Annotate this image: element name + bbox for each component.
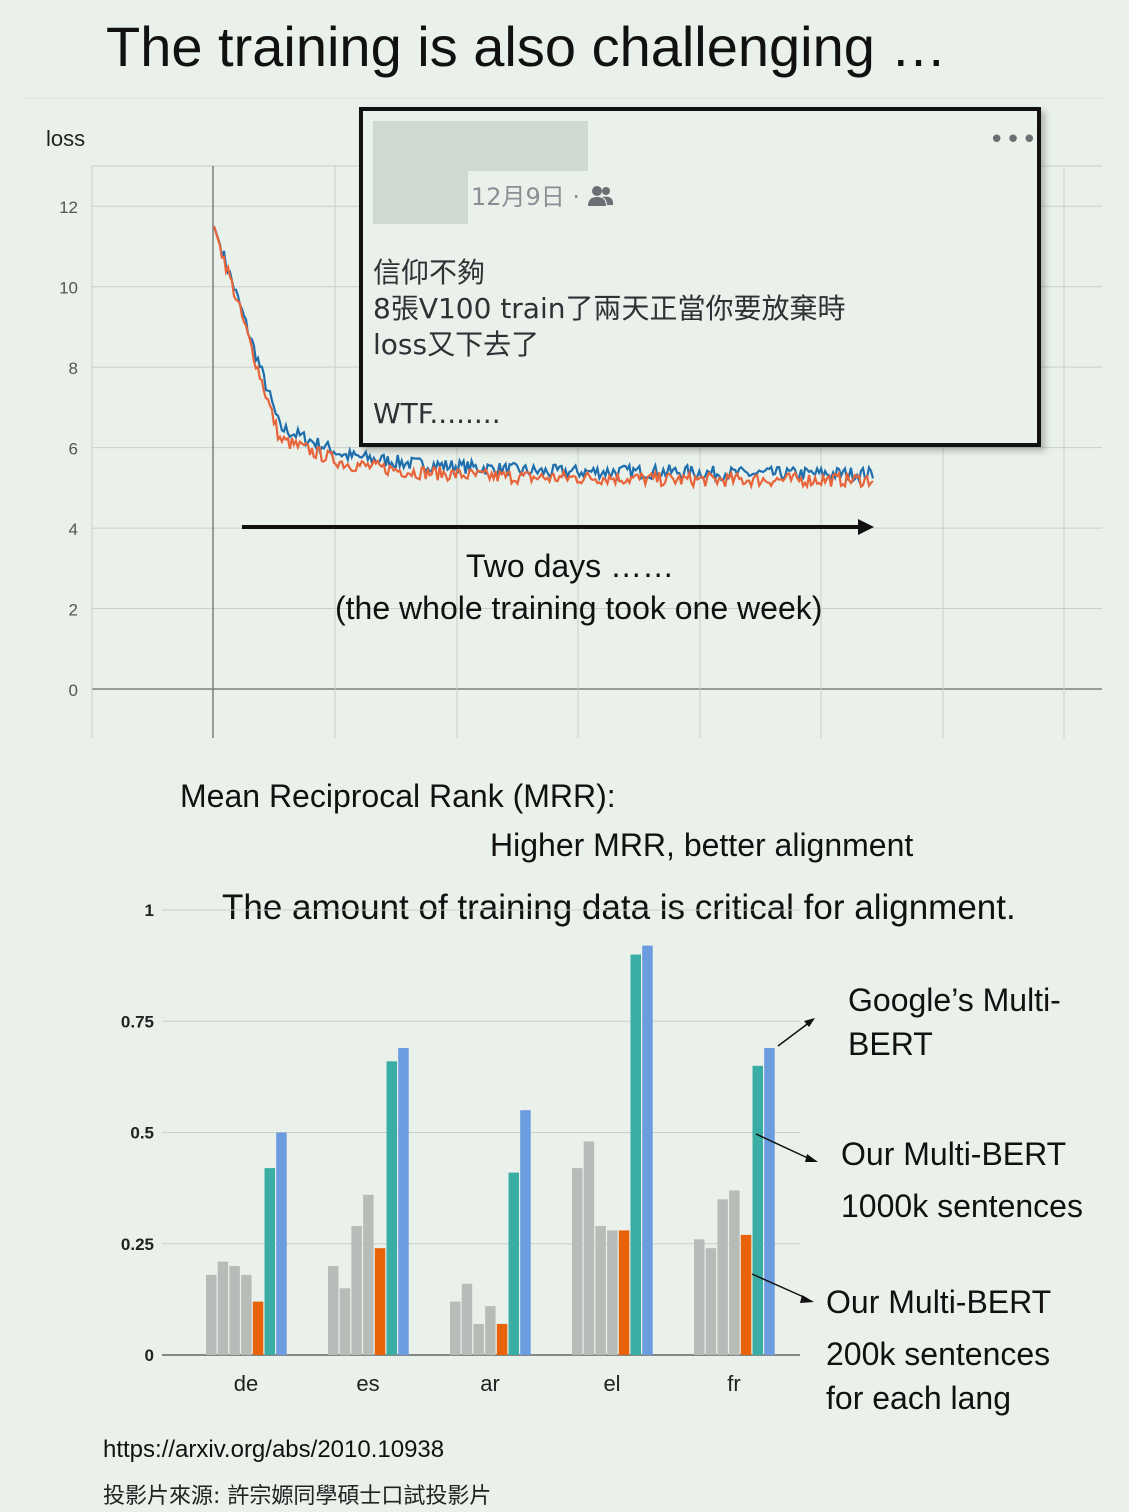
reference-url[interactable]: https://arxiv.org/abs/2010.10938 xyxy=(103,1436,445,1463)
bar-es-teal xyxy=(386,1061,397,1355)
loss-y-tick-label: 12 xyxy=(59,198,78,217)
bar-y-tick-label: 1 xyxy=(145,901,154,920)
legend-our-200k-2: 200k sentences xyxy=(826,1336,1051,1372)
bar-marks xyxy=(206,945,775,1356)
loss-chart: loss 0 2 4 6 8 10 12 xyxy=(46,126,1102,738)
bar-el-gray xyxy=(572,1168,583,1355)
slide-source: 投影片來源: 許宗嫄同學碩士口試投影片 xyxy=(103,1484,492,1509)
post-line-4: WTF........ xyxy=(373,397,501,430)
bar-es-blue xyxy=(398,1048,409,1355)
post-date: 12月9日 · xyxy=(471,177,614,212)
slide-title: The training is also challenging … xyxy=(106,15,947,78)
loss-y-tick-label: 10 xyxy=(59,279,78,298)
bar-de-gray xyxy=(241,1274,252,1355)
duration-arrow-head xyxy=(858,519,874,535)
legend-google-1: Google’s Multi- xyxy=(848,982,1061,1018)
bar-el-teal xyxy=(630,954,641,1355)
bar-x-ticks: de es ar el fr xyxy=(234,1371,741,1396)
social-post-card: 12月9日 · ••• 信仰不夠 8張V100 train了兩天正當你要放棄時 … xyxy=(359,107,1041,447)
loss-y-title: loss xyxy=(46,126,85,151)
legend-google: Google’s Multi- BERT xyxy=(848,978,1061,1066)
bar-de-gray xyxy=(229,1266,240,1355)
bar-ar-gray xyxy=(461,1283,473,1355)
bar-ar-gray xyxy=(450,1301,461,1355)
bar-ar-gray xyxy=(485,1306,496,1355)
bar-el-gray xyxy=(583,1141,595,1355)
avatar-redaction xyxy=(373,121,468,224)
duration-caption-1: Two days …… xyxy=(466,548,675,584)
mrr-title: Mean Reciprocal Rank (MRR): xyxy=(180,778,616,814)
mrr-bar-chart: 0 0.25 0.5 0.75 1 de es ar el fr xyxy=(121,901,800,1396)
bar-x-tick-label: de xyxy=(234,1371,258,1396)
bar-fr-gray xyxy=(717,1199,728,1356)
our200k-arrow xyxy=(751,1273,807,1299)
loss-y-tick-label: 8 xyxy=(69,359,78,378)
bar-es-gray xyxy=(351,1226,362,1355)
post-line-1: 信仰不夠 xyxy=(373,256,486,289)
bar-x-tick-label: es xyxy=(356,1371,379,1396)
title-divider xyxy=(24,98,1104,99)
loss-y-tick-label: 4 xyxy=(69,520,78,539)
bar-y-tick-label: 0 xyxy=(145,1346,154,1365)
bar-ar-blue xyxy=(520,1110,531,1355)
bar-ar-gray xyxy=(473,1323,484,1355)
legend-google-2: BERT xyxy=(848,1026,933,1062)
loss-y-tick-label: 2 xyxy=(69,601,78,620)
claim-text: The amount of training data is critical … xyxy=(222,888,1016,927)
bar-es-gray xyxy=(328,1266,339,1355)
mrr-subtitle: Higher MRR, better alignment xyxy=(490,827,914,863)
bar-es-orange xyxy=(374,1248,386,1355)
bar-x-tick-label: el xyxy=(603,1371,620,1396)
bar-y-tick-label: 0.75 xyxy=(121,1012,154,1031)
post-line-2: 8張V100 train了兩天正當你要放棄時 xyxy=(373,292,846,325)
bar-x-tick-label: ar xyxy=(480,1371,500,1396)
bar-de-gray xyxy=(206,1274,217,1355)
loss-y-tick-label: 6 xyxy=(69,440,78,459)
bar-de-gray xyxy=(217,1261,229,1355)
bar-y-ticks: 0 0.25 0.5 0.75 1 xyxy=(121,901,154,1365)
bar-x-tick-label: fr xyxy=(727,1371,740,1396)
legend-our-200k-3: for each lang xyxy=(826,1380,1012,1416)
bar-ar-orange xyxy=(496,1323,508,1355)
bar-el-blue xyxy=(642,945,653,1355)
name-redaction xyxy=(468,121,588,171)
google-arrow xyxy=(777,1021,811,1047)
bar-de-blue xyxy=(276,1132,287,1355)
bar-es-gray xyxy=(339,1288,351,1356)
legend-our-1000k: Our Multi-BERT 1000k sentences xyxy=(841,1128,1083,1232)
bar-fr-gray xyxy=(705,1248,717,1355)
loss-y-tick-label: 0 xyxy=(69,681,78,700)
legend-arrows xyxy=(751,1018,818,1303)
bar-de-orange xyxy=(252,1301,264,1355)
bar-es-gray xyxy=(363,1194,374,1355)
legend-our-200k: Our Multi-BERT 200k sentences for each l… xyxy=(826,1280,1051,1420)
our1000k-arrow xyxy=(755,1133,813,1161)
bar-fr-orange xyxy=(740,1234,752,1355)
bar-y-tick-label: 0.5 xyxy=(130,1124,154,1143)
bar-de-teal xyxy=(264,1168,275,1355)
loss-series-blue xyxy=(212,225,875,485)
legend-our-1000k-1: Our Multi-BERT xyxy=(841,1136,1067,1172)
post-date-text: 12月9日 · xyxy=(471,183,581,211)
bar-fr-blue xyxy=(764,1048,775,1355)
legend-our-200k-1: Our Multi-BERT xyxy=(826,1284,1052,1320)
more-options-icon[interactable]: ••• xyxy=(989,125,1039,155)
bar-fr-teal xyxy=(752,1065,763,1356)
bar-y-tick-label: 0.25 xyxy=(121,1235,154,1254)
loss-series-orange xyxy=(212,225,874,490)
bar-fr-gray xyxy=(729,1190,740,1355)
legend-our-1000k-2: 1000k sentences xyxy=(841,1188,1083,1224)
post-line-3: loss又下去了 xyxy=(373,328,540,361)
friends-icon xyxy=(587,186,613,206)
bar-el-orange xyxy=(618,1230,630,1355)
loss-y-ticks: 0 2 4 6 8 10 12 xyxy=(59,198,78,700)
bar-fr-gray xyxy=(694,1239,705,1355)
bar-el-gray xyxy=(607,1230,618,1355)
bar-el-gray xyxy=(595,1226,606,1355)
bar-ar-teal xyxy=(508,1172,519,1355)
duration-caption-2: (the whole training took one week) xyxy=(335,590,823,626)
